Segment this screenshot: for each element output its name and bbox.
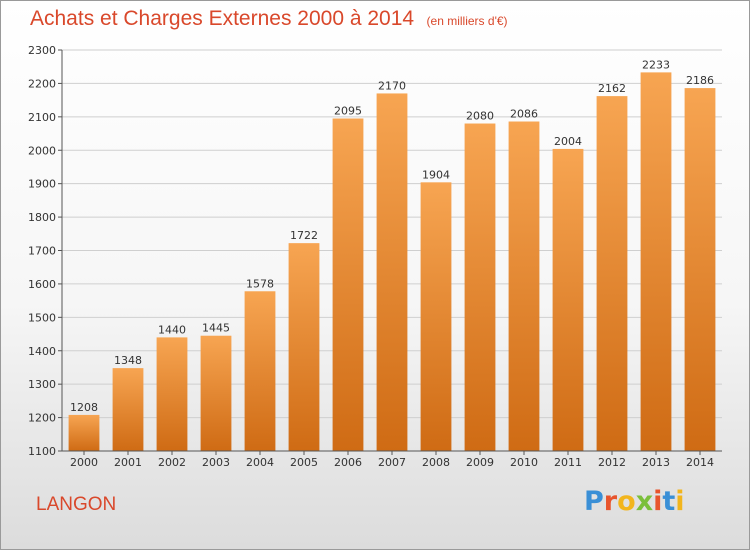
- y-tick-label: 1100: [28, 445, 56, 458]
- bar-value-label: 1578: [246, 277, 274, 290]
- bar-value-label: 1208: [70, 401, 98, 414]
- y-tick-label: 1600: [28, 278, 56, 291]
- logo-letter: x: [635, 486, 654, 517]
- bars-group: 1208 1348 1440 1445 1578 1722 2095 2170 1904 2080…: [68, 58, 716, 452]
- bar-value-label: 1722: [290, 229, 318, 242]
- title-text: Achats et Charges Externes 2000 à 2014: [30, 7, 415, 30]
- logo-letter: i: [653, 486, 663, 517]
- y-tick-label: 1400: [28, 345, 56, 358]
- x-tick-label: 2005: [290, 456, 318, 469]
- x-tick-label: 2002: [158, 456, 186, 469]
- bar-value-label: 2086: [510, 108, 538, 121]
- x-tick-label: 2011: [554, 456, 582, 469]
- x-tick-label: 2000: [70, 456, 98, 469]
- x-tick-label: 2001: [114, 456, 142, 469]
- bar: [332, 118, 364, 452]
- chart-title: Achats et Charges Externes 2000 à 2014 (…: [30, 7, 508, 31]
- bar: [508, 121, 540, 452]
- bar: [68, 414, 100, 451]
- x-tick-label: 2003: [202, 456, 230, 469]
- bar: [640, 72, 672, 452]
- logo-letter: P: [584, 486, 604, 517]
- bar: [420, 182, 452, 451]
- bar-value-label: 1904: [422, 168, 450, 181]
- y-tick-label: 1900: [28, 178, 56, 191]
- bar: [376, 93, 408, 452]
- bar-value-label: 1348: [114, 354, 142, 367]
- bar: [112, 368, 144, 451]
- logo-letter: r: [603, 486, 618, 517]
- bar-value-label: 2186: [686, 74, 714, 87]
- y-tick-label: 1700: [28, 245, 56, 258]
- y-tick-label: 2300: [28, 44, 56, 57]
- bar: [596, 96, 628, 452]
- bar: [288, 243, 320, 451]
- bar-value-label: 1440: [158, 323, 186, 336]
- y-tick-label: 1200: [28, 412, 56, 425]
- bar: [684, 88, 716, 451]
- y-tick-label: 1300: [28, 378, 56, 391]
- x-tick-label: 2006: [334, 456, 362, 469]
- logo-letter: t: [662, 486, 676, 517]
- x-tick-label: 2007: [378, 456, 406, 469]
- logo-letter: o: [617, 486, 636, 517]
- x-tick-label: 2004: [246, 456, 274, 469]
- y-tick-label: 1800: [28, 211, 56, 224]
- bar: [200, 335, 232, 451]
- x-tick-label: 2013: [642, 456, 670, 469]
- x-tick-label: 2014: [686, 456, 714, 469]
- y-tick-label: 2200: [28, 77, 56, 90]
- bar: [244, 291, 276, 451]
- bar-value-label: 2170: [378, 79, 406, 92]
- proxiti-logo: Proxiti: [584, 486, 685, 517]
- x-tick-label: 2009: [466, 456, 494, 469]
- bar-value-label: 2162: [598, 82, 626, 95]
- x-tick-label: 2008: [422, 456, 450, 469]
- bar-value-label: 2004: [554, 135, 582, 148]
- bar-value-label: 2080: [466, 110, 494, 123]
- bar: [552, 148, 584, 451]
- bar-value-label: 1445: [202, 322, 230, 335]
- unit-text: (en milliers d'€): [426, 14, 508, 28]
- x-tick-label: 2012: [598, 456, 626, 469]
- city-label: LANGON: [36, 494, 117, 515]
- y-tick-label: 2000: [28, 144, 56, 157]
- axes-group: 1100 1200 1300 1400 1500 1600 1700 1800 1900 2000…: [28, 44, 722, 469]
- bar: [464, 123, 496, 452]
- x-tick-label: 2010: [510, 456, 538, 469]
- y-tick-label: 2100: [28, 111, 56, 124]
- y-tick-label: 1500: [28, 311, 56, 324]
- bar-value-label: 2095: [334, 105, 362, 118]
- bar-value-label: 2233: [642, 58, 670, 71]
- bar: [156, 337, 188, 451]
- logo-letter: i: [675, 486, 685, 517]
